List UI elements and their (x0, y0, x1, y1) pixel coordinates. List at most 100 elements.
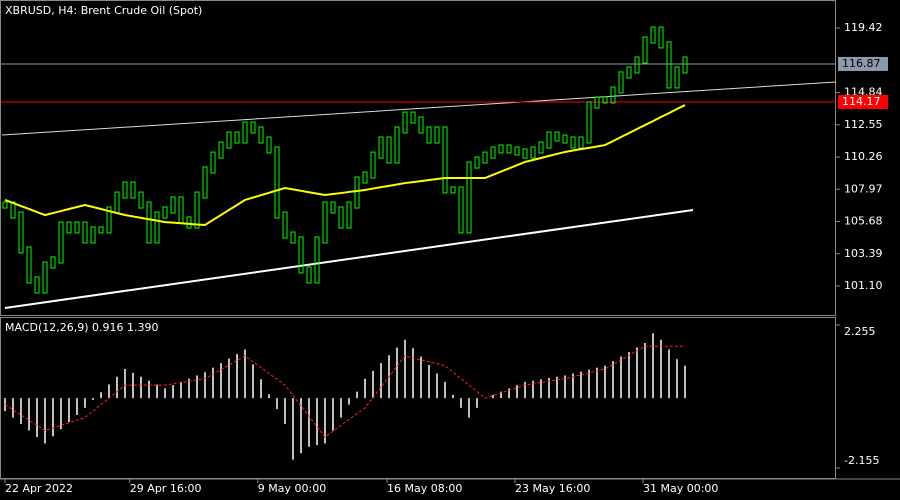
macd-bar (636, 347, 638, 399)
y-tick-label: 101.10 (844, 279, 883, 292)
macd-bar (684, 365, 686, 399)
macd-bar (188, 378, 190, 399)
candle (290, 231, 296, 244)
candle (234, 131, 240, 144)
candle (202, 166, 208, 199)
candle (42, 261, 48, 294)
candle (130, 181, 136, 199)
macd-bar (372, 370, 374, 399)
x-tick-label: 23 May 16:00 (515, 482, 590, 495)
candle (106, 206, 112, 234)
candle (458, 186, 464, 234)
chart-title: XBRUSD, H4: Brent Crude Oil (Spot) (5, 4, 202, 17)
macd-bar (596, 367, 598, 399)
candle (482, 151, 488, 164)
macd-bar (44, 398, 46, 444)
macd-bar (76, 398, 78, 415)
macd-bar (492, 394, 494, 399)
macd-bar (308, 398, 310, 447)
candle (154, 211, 160, 244)
candle (346, 201, 352, 229)
candle (66, 221, 72, 234)
x-tick-label: 9 May 00:00 (258, 482, 326, 495)
macd-bar (156, 384, 158, 399)
macd-bar (28, 398, 30, 431)
candle (330, 201, 336, 214)
candle (170, 196, 176, 214)
macd-bar (508, 388, 510, 399)
main-panel (0, 0, 836, 316)
macd-bar (348, 398, 350, 405)
candle (186, 216, 192, 229)
candle (138, 191, 144, 209)
macd-bar (196, 375, 198, 399)
macd-bar (644, 342, 646, 399)
price-marker (838, 94, 888, 109)
macd-bar (132, 372, 134, 399)
candle (570, 136, 576, 149)
macd-bar (604, 365, 606, 399)
macd-bar (444, 381, 446, 399)
macd-bar (276, 398, 278, 410)
macd-bar (36, 398, 38, 438)
macd-bar (60, 398, 62, 430)
candle (378, 136, 384, 159)
candle (466, 161, 472, 234)
macd-bar (412, 348, 414, 399)
candle (402, 111, 408, 134)
trendline (1, 81, 837, 136)
candle (258, 126, 264, 144)
macd-bar (428, 365, 430, 399)
candle (306, 266, 312, 284)
candle (602, 96, 608, 104)
moving-average (4, 104, 686, 227)
candle (370, 151, 376, 179)
marks (1, 26, 837, 460)
candle (434, 126, 440, 144)
macd-bar (332, 398, 334, 431)
macd-bar (124, 368, 126, 399)
macd-bar (572, 373, 574, 399)
macd-bar (420, 356, 422, 399)
macd-bar (452, 394, 454, 399)
candle (626, 66, 632, 79)
macd-bar (212, 367, 214, 399)
y-tick-label: 103.39 (844, 247, 883, 260)
candle (122, 181, 128, 199)
macd-bar (140, 376, 142, 399)
candle (82, 221, 88, 244)
macd-bar (652, 333, 654, 399)
candle (322, 201, 328, 244)
candle (530, 146, 536, 159)
candle (450, 186, 456, 194)
candle (578, 136, 584, 149)
macd-bar (220, 363, 222, 399)
macd-bar (628, 352, 630, 399)
macd-bar (172, 385, 174, 399)
macd-bar (244, 349, 246, 399)
macd-bar (324, 398, 326, 444)
candle (514, 146, 520, 156)
y-tick-label: 112.55 (844, 118, 883, 131)
candle (658, 26, 664, 49)
x-tick-label: 16 May 08:00 (387, 482, 462, 495)
macd-bar (588, 369, 590, 399)
candle (394, 126, 400, 164)
macd-bar (660, 339, 662, 399)
candle (522, 148, 528, 159)
macd-bar (612, 361, 614, 399)
macd-bar (252, 364, 254, 399)
candle (442, 126, 448, 194)
candle (474, 156, 480, 169)
candle (650, 26, 656, 44)
macd-bar (532, 380, 534, 399)
trendline (4, 208, 694, 309)
candle (634, 56, 640, 74)
macd-bar (108, 384, 110, 399)
macd-bar (268, 394, 270, 399)
candle (2, 201, 8, 209)
macd-bar (204, 372, 206, 399)
macd-bar (20, 398, 22, 425)
candle (498, 144, 504, 154)
